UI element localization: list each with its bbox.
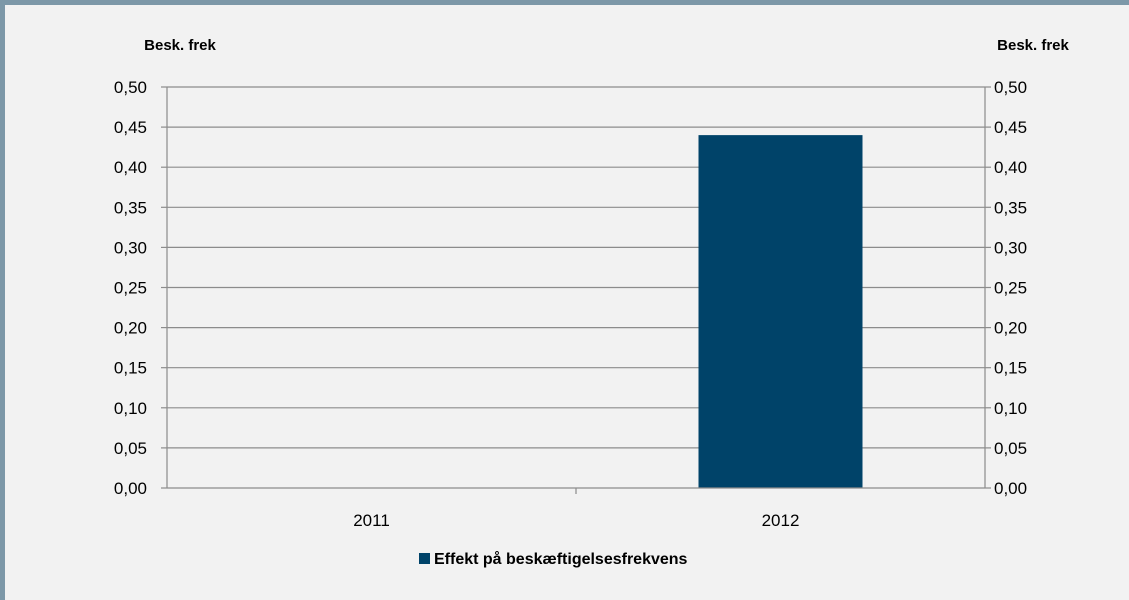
y-tick-label-left: 0,10 [114,399,147,418]
y-tick-label-right: 0,10 [994,399,1027,418]
y-tick-label-right: 0,45 [994,118,1027,137]
y-tick-label-left: 0,25 [114,279,147,298]
y-tick-label-right: 0,50 [994,78,1027,97]
y-tick-label-left: 0,05 [114,439,147,458]
y-tick-label-right: 0,40 [994,158,1027,177]
y-ticks-left: 0,00 0,05 0,10 0,15 0,20 0,25 0,30 0,35 0,40 0,45… [114,78,147,498]
legend-label: Effekt på beskæftigelsesfrekvens [434,550,688,568]
frame-top-border [0,0,1129,5]
legend-swatch [419,553,430,564]
y-tick-label-right: 0,20 [994,319,1027,338]
y-tick-label-left: 0,20 [114,319,147,338]
y-axis-label-right: Besk. frek [997,37,1069,54]
x-category-labels: 2011 2012 [353,511,799,530]
y-tick-label-left: 0,30 [114,238,147,257]
y-tick-label-left: 0,40 [114,158,147,177]
y-tick-label-left: 0,15 [114,359,147,378]
chart-panel [5,5,1129,600]
y-tick-label-left: 0,35 [114,198,147,217]
y-tick-label-right: 0,00 [994,479,1027,498]
y-tick-label-left: 0,45 [114,118,147,137]
y-tick-label-right: 0,15 [994,359,1027,378]
y-tick-label-left: 0,50 [114,78,147,97]
y-tick-label-left: 0,00 [114,479,147,498]
axes [161,86,991,494]
frame-left-border [0,0,5,600]
bars [698,135,863,488]
y-tick-label-right: 0,25 [994,279,1027,298]
y-axis-label-left: Besk. frek [144,37,216,54]
legend: Effekt på beskæftigelsesfrekvens [419,550,688,568]
x-category-label: 2012 [762,511,800,530]
y-tick-label-right: 0,35 [994,198,1027,217]
x-category-label: 2011 [353,511,390,530]
y-tick-label-right: 0,05 [994,439,1027,458]
y-tick-label-right: 0,30 [994,238,1027,257]
bar-2012 [698,135,863,488]
y-ticks-right: 0,00 0,05 0,10 0,15 0,20 0,25 0,30 0,35 0,40 0,45… [994,78,1027,498]
